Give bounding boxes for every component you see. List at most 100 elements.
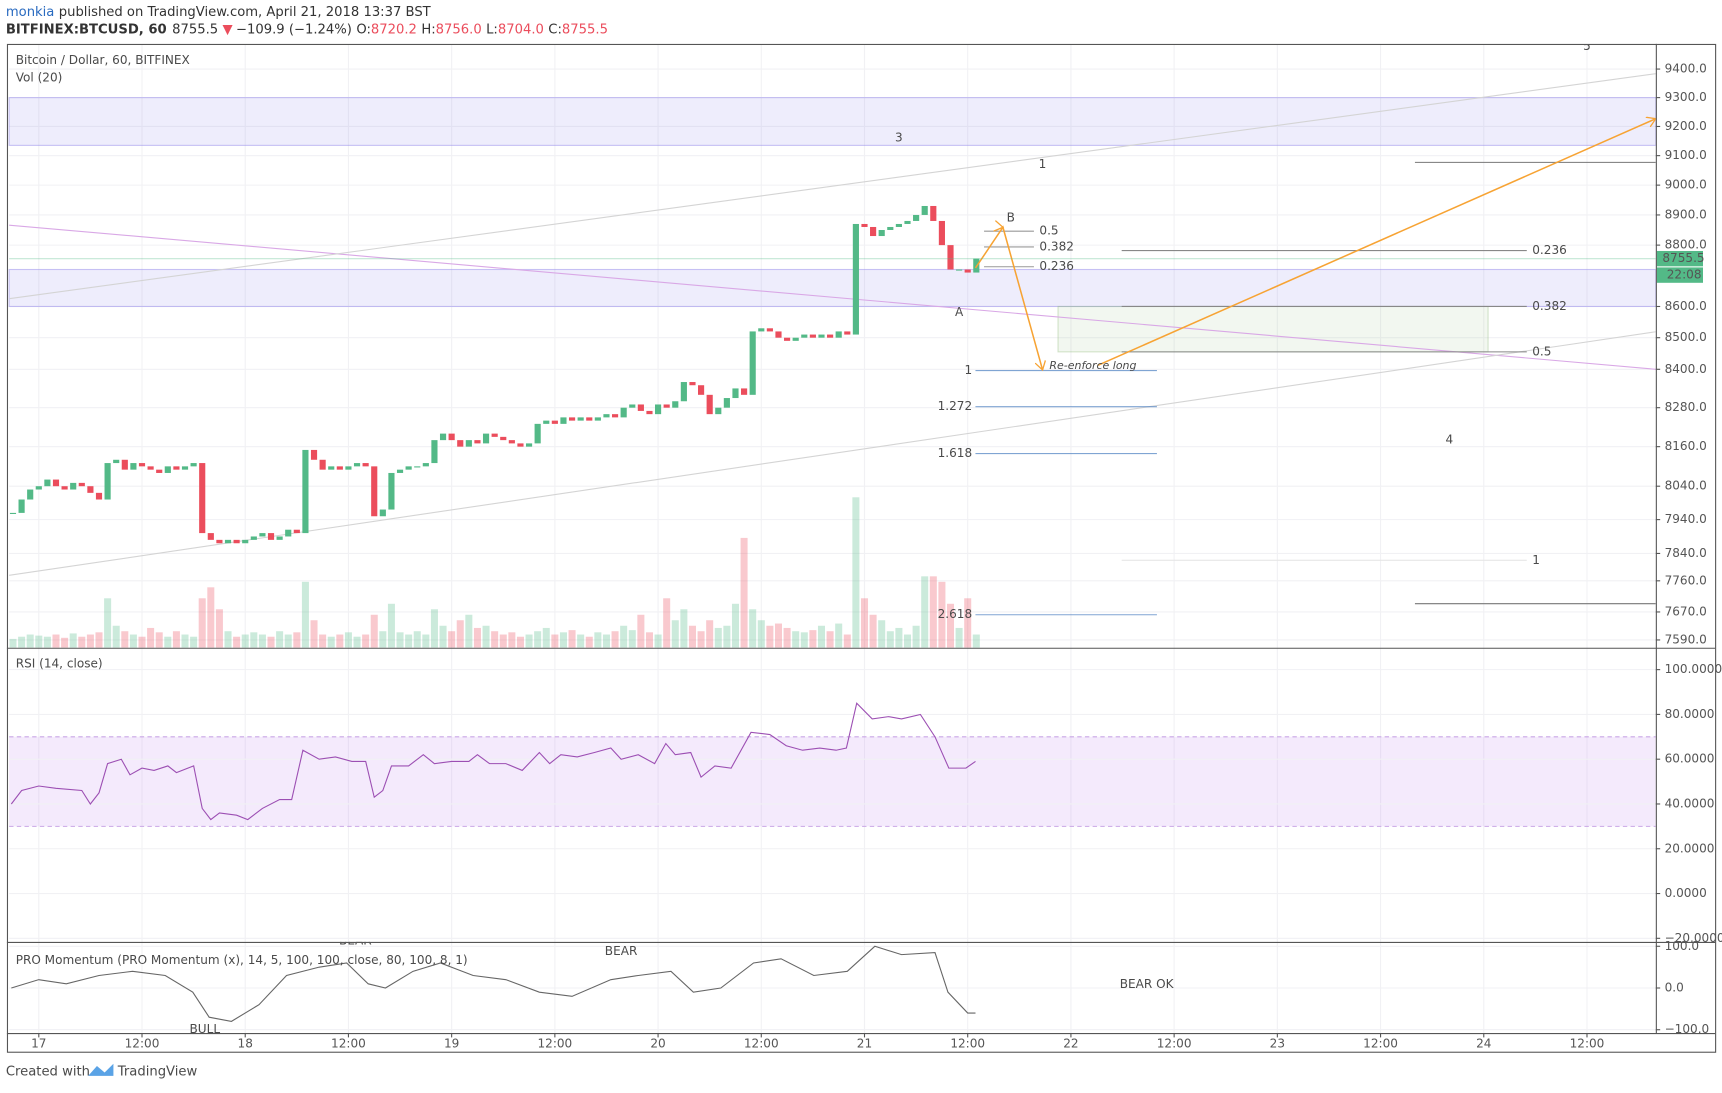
candle — [749, 331, 756, 395]
candle — [964, 269, 971, 273]
volume-bar — [95, 632, 103, 648]
y-tick-label: 9300.0 — [1665, 90, 1707, 104]
ohlc-value: 8704.0 — [498, 23, 544, 38]
y-tick-label: 8160.0 — [1665, 439, 1707, 453]
volume-bar — [181, 634, 189, 648]
trend-line — [9, 331, 1656, 576]
candle — [758, 328, 765, 332]
symbol: BITFINEX:BTCUSD, 60 — [6, 23, 167, 38]
volume-bar — [405, 634, 413, 648]
volume-bar — [129, 634, 137, 648]
candle — [637, 404, 644, 411]
candle — [388, 472, 395, 510]
candle — [698, 385, 705, 395]
candle — [9, 512, 17, 514]
volume-bar — [955, 627, 963, 648]
candle — [956, 269, 963, 271]
change: −109.9 (−1.24%) — [236, 23, 352, 38]
volume-bar — [344, 632, 352, 648]
candle — [784, 337, 791, 341]
candle — [646, 410, 653, 415]
volume-bar — [207, 587, 215, 648]
zone — [8, 268, 1656, 308]
y-tick-label: 0.0 — [1665, 980, 1684, 994]
candle — [930, 205, 937, 221]
volume-bar — [645, 632, 653, 648]
annotation: 4 — [1446, 433, 1454, 447]
candle — [121, 459, 128, 470]
x-tick-label: 18 — [238, 1036, 253, 1050]
candle — [27, 489, 34, 500]
volume-bar — [310, 620, 318, 648]
volume-bar — [69, 633, 77, 648]
y-tick-label: 8280.0 — [1665, 400, 1707, 414]
x-tick-label: 12:00 — [125, 1036, 160, 1050]
candle — [87, 486, 94, 493]
volume-bar — [783, 627, 791, 648]
volume-bar — [817, 625, 826, 648]
momentum-pane: BEAR BEAR BULL BEAR OK — [9, 942, 1656, 1033]
candle — [259, 533, 266, 537]
y-tick-label: 8800.0 — [1665, 238, 1707, 252]
volume-bar — [749, 609, 757, 648]
volume-bar — [723, 625, 731, 648]
fib-label: 1 — [964, 363, 972, 377]
candle — [534, 423, 541, 444]
volume-bar — [680, 609, 688, 648]
volume-bar — [301, 581, 309, 648]
volume-bar — [121, 631, 129, 648]
candle — [551, 420, 558, 424]
volume-bar — [731, 603, 739, 648]
volume-bar — [293, 632, 301, 648]
candle — [474, 440, 481, 444]
y-tick-label: −20.0000 — [1665, 931, 1722, 945]
candle — [723, 398, 730, 408]
candle — [766, 328, 773, 332]
candle — [18, 499, 25, 513]
volume-bar — [224, 631, 232, 648]
series-line — [11, 945, 976, 1022]
candle — [147, 466, 154, 470]
candle — [827, 334, 834, 338]
candle — [345, 466, 352, 470]
volume-bar — [155, 632, 163, 648]
user-link[interactable]: monkia — [6, 5, 55, 20]
momentum-title: PRO Momentum (PRO Momentum (x), 14, 5, 1… — [16, 953, 468, 967]
candle — [895, 223, 902, 227]
volume-bar — [697, 631, 705, 648]
x-tick-label: 12:00 — [1157, 1036, 1192, 1050]
y-tick-label: 20.0000 — [1665, 841, 1715, 855]
candle — [904, 220, 911, 224]
annotation: 3 — [895, 131, 903, 145]
ohlc-label: L: — [486, 23, 498, 38]
volume-bar — [706, 620, 714, 648]
candle — [113, 459, 120, 464]
fib-label: 0.5 — [1532, 344, 1551, 358]
candle — [164, 466, 171, 473]
candle — [482, 433, 490, 444]
candle — [852, 223, 859, 335]
x-tick-label: 17 — [31, 1036, 46, 1050]
candle — [543, 420, 550, 424]
fib-label: 0.5 — [1039, 224, 1058, 238]
candle — [78, 482, 85, 487]
volume-bar — [714, 627, 722, 648]
volume-bar — [938, 581, 946, 648]
footer-brand[interactable]: TradingView — [117, 1064, 198, 1079]
volume-bar — [473, 627, 481, 648]
volume-bar — [766, 625, 774, 648]
volume-bar — [499, 634, 507, 648]
chart-frame — [6, 43, 1717, 1053]
x-tick-label: 12:00 — [1570, 1036, 1605, 1050]
volume-bar — [620, 625, 628, 648]
volume-bar — [396, 632, 404, 648]
candle — [233, 539, 240, 544]
volume-bar — [826, 631, 834, 648]
candle — [517, 443, 524, 447]
candle — [70, 482, 77, 490]
volume-bar — [250, 632, 258, 648]
trend-line — [9, 73, 1656, 300]
x-tick-label: 23 — [1270, 1036, 1285, 1050]
volume-bar — [104, 598, 112, 648]
y-tick-label: 100.0000 — [1665, 662, 1722, 676]
